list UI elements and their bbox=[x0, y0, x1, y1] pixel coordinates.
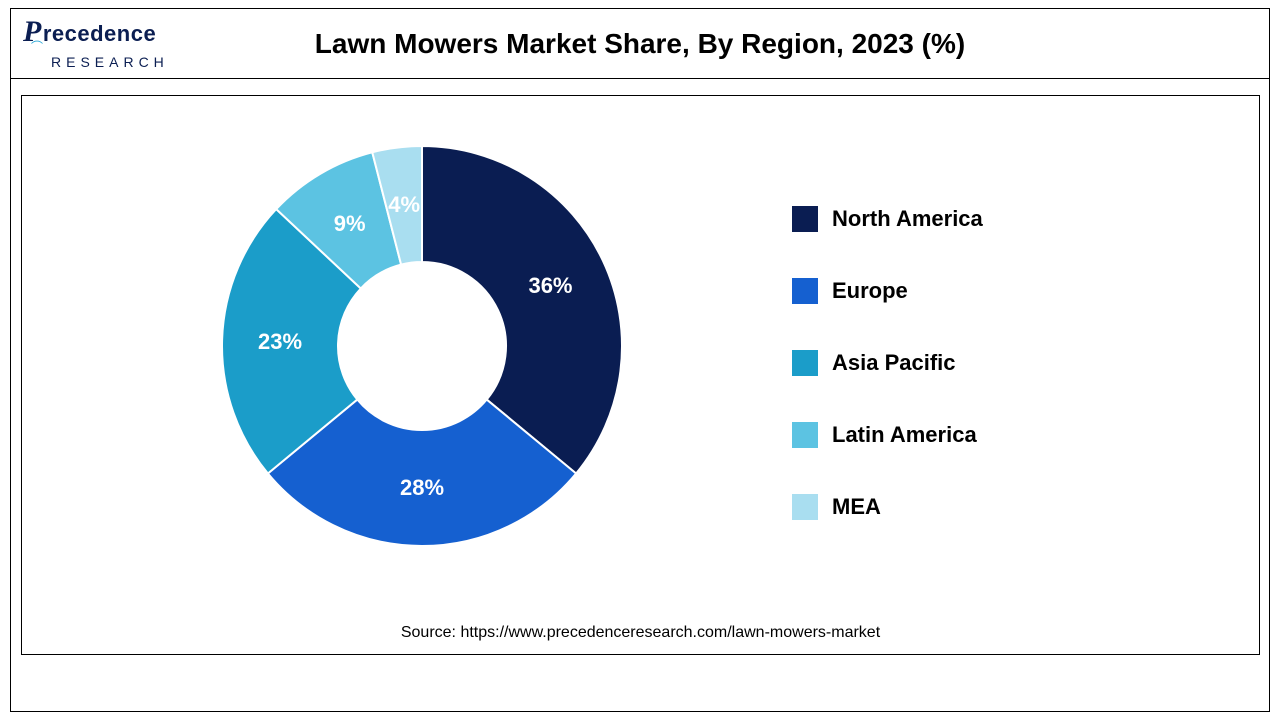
chart-body-frame: 36% 28% 23% 9% 4% North America Europe Asia Pa… bbox=[21, 95, 1260, 655]
source-prefix: Source: bbox=[401, 624, 461, 641]
legend-item: Asia Pacific bbox=[792, 350, 983, 376]
slice-label: 4% bbox=[388, 192, 420, 218]
legend-swatch bbox=[792, 278, 818, 304]
legend-swatch bbox=[792, 350, 818, 376]
legend-label: Asia Pacific bbox=[832, 350, 956, 376]
legend-item: Europe bbox=[792, 278, 983, 304]
donut-chart: 36% 28% 23% 9% 4% bbox=[212, 136, 632, 556]
legend-swatch bbox=[792, 494, 818, 520]
logo-line2: RESEARCH bbox=[51, 55, 169, 69]
chart-title: Lawn Mowers Market Share, By Region, 202… bbox=[11, 28, 1269, 60]
source-line: Source: https://www.precedenceresearch.c… bbox=[22, 624, 1259, 642]
legend-swatch bbox=[792, 422, 818, 448]
legend-label: Latin America bbox=[832, 422, 977, 448]
legend-item: MEA bbox=[792, 494, 983, 520]
outer-frame: Precedence ⌒ RESEARCH Lawn Mowers Market… bbox=[10, 8, 1270, 712]
legend-item: Latin America bbox=[792, 422, 983, 448]
header-row: Precedence ⌒ RESEARCH Lawn Mowers Market… bbox=[11, 9, 1269, 79]
logo-swoosh-icon: ⌒ bbox=[31, 41, 169, 53]
legend-swatch bbox=[792, 206, 818, 232]
source-url: https://www.precedenceresearch.com/lawn-… bbox=[460, 624, 880, 641]
slice-label: 23% bbox=[258, 329, 302, 355]
slice-label: 9% bbox=[334, 211, 366, 237]
legend-label: MEA bbox=[832, 494, 881, 520]
brand-logo: Precedence ⌒ RESEARCH bbox=[23, 17, 169, 69]
legend-item: North America bbox=[792, 206, 983, 232]
legend-label: Europe bbox=[832, 278, 908, 304]
legend-label: North America bbox=[832, 206, 983, 232]
slice-label: 36% bbox=[528, 273, 572, 299]
slice-label: 28% bbox=[400, 475, 444, 501]
legend: North America Europe Asia Pacific Latin Ame… bbox=[792, 206, 983, 520]
